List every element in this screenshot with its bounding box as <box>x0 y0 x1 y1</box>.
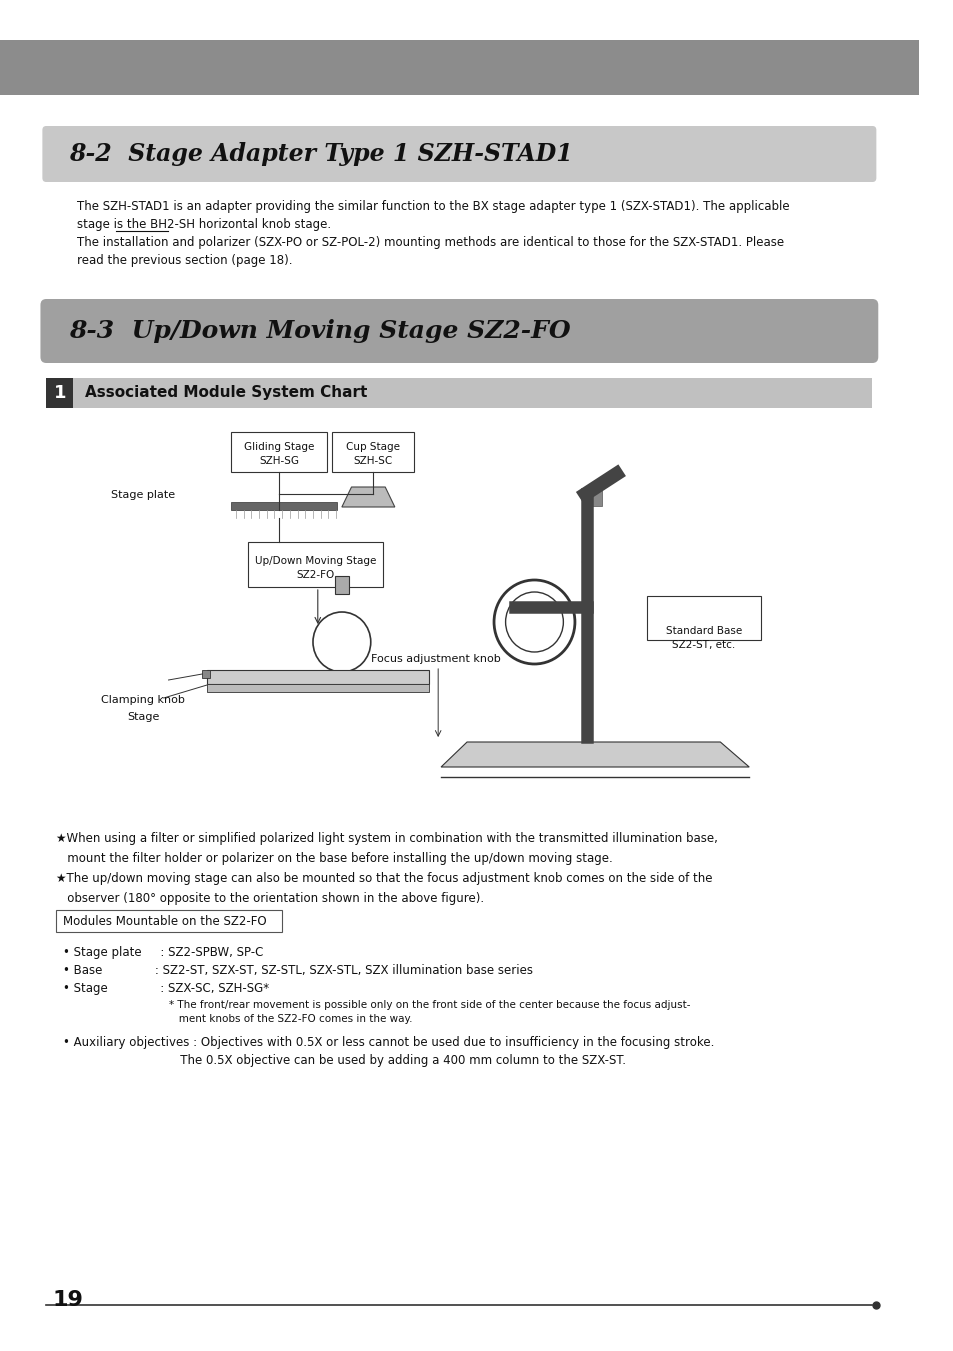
Text: ment knobs of the SZ2-FO comes in the way.: ment knobs of the SZ2-FO comes in the wa… <box>169 1015 412 1024</box>
Text: 8-3  Up/Down Moving Stage SZ2-FO: 8-3 Up/Down Moving Stage SZ2-FO <box>70 319 570 343</box>
Text: 1: 1 <box>53 384 66 403</box>
Text: SZ2-ST, etc.: SZ2-ST, etc. <box>672 640 735 650</box>
Polygon shape <box>341 486 395 507</box>
Text: The SZH-STAD1 is an adapter providing the similar function to the BX stage adapt: The SZH-STAD1 is an adapter providing th… <box>77 200 789 213</box>
Text: ★When using a filter or simplified polarized light system in combination with th: ★When using a filter or simplified polar… <box>56 832 717 844</box>
Text: Clamping knob: Clamping knob <box>101 694 185 705</box>
Bar <box>646 596 760 640</box>
Text: stage is the BH2-SH horizontal knob stage.: stage is the BH2-SH horizontal knob stag… <box>77 218 331 231</box>
Bar <box>332 432 414 471</box>
Bar <box>56 911 282 932</box>
Bar <box>335 576 348 594</box>
Bar <box>202 670 210 678</box>
Bar <box>582 490 601 507</box>
Bar <box>46 378 73 408</box>
Text: ★The up/down moving stage can also be mounted so that the focus adjustment knob : ★The up/down moving stage can also be mo… <box>56 871 712 885</box>
Text: Stage: Stage <box>127 712 159 721</box>
Text: * The front/rear movement is possible only on the front side of the center becau: * The front/rear movement is possible on… <box>169 1000 689 1011</box>
Text: mount the filter holder or polarizer on the base before installing the up/down m: mount the filter holder or polarizer on … <box>56 852 612 865</box>
Text: Modules Mountable on the SZ2-FO: Modules Mountable on the SZ2-FO <box>63 915 266 928</box>
FancyBboxPatch shape <box>40 299 878 363</box>
Bar <box>248 542 383 586</box>
Bar <box>207 670 428 684</box>
Text: Stage plate: Stage plate <box>111 490 174 500</box>
Bar <box>231 503 336 509</box>
Text: 19: 19 <box>53 1290 84 1310</box>
Text: • Stage plate     : SZ2-SPBW, SP-C: • Stage plate : SZ2-SPBW, SP-C <box>63 946 263 959</box>
Polygon shape <box>440 742 748 767</box>
Text: SZH-SG: SZH-SG <box>259 457 299 466</box>
Text: Cup Stage: Cup Stage <box>345 442 399 453</box>
Bar <box>0 41 918 95</box>
Text: Gliding Stage: Gliding Stage <box>244 442 314 453</box>
Text: • Stage              : SZX-SC, SZH-SG*: • Stage : SZX-SC, SZH-SG* <box>63 982 269 994</box>
Text: observer (180° opposite to the orientation shown in the above figure).: observer (180° opposite to the orientati… <box>56 892 483 905</box>
Bar <box>231 432 327 471</box>
Text: SZH-SC: SZH-SC <box>353 457 392 466</box>
FancyBboxPatch shape <box>42 126 876 182</box>
Text: 8-2  Stage Adapter Type 1 SZH-STAD1: 8-2 Stage Adapter Type 1 SZH-STAD1 <box>70 142 573 166</box>
Bar <box>46 378 872 408</box>
Text: The 0.5X objective can be used by adding a 400 mm column to the SZX-ST.: The 0.5X objective can be used by adding… <box>169 1054 625 1067</box>
Text: Standard Base: Standard Base <box>665 626 741 636</box>
Text: Up/Down Moving Stage: Up/Down Moving Stage <box>254 557 376 566</box>
Text: read the previous section (page 18).: read the previous section (page 18). <box>77 254 293 267</box>
Text: The installation and polarizer (SZX-PO or SZ-POL-2) mounting methods are identic: The installation and polarizer (SZX-PO o… <box>77 236 783 249</box>
Text: • Base              : SZ2-ST, SZX-ST, SZ-STL, SZX-STL, SZX illumination base ser: • Base : SZ2-ST, SZX-ST, SZ-STL, SZX-STL… <box>63 965 532 977</box>
Text: Focus adjustment knob: Focus adjustment knob <box>371 654 500 663</box>
Bar <box>207 684 428 692</box>
Text: Associated Module System Chart: Associated Module System Chart <box>85 385 367 400</box>
Text: • Auxiliary objectives : Objectives with 0.5X or less cannot be used due to insu: • Auxiliary objectives : Objectives with… <box>63 1036 713 1048</box>
Text: SZ2-FO: SZ2-FO <box>296 570 335 580</box>
